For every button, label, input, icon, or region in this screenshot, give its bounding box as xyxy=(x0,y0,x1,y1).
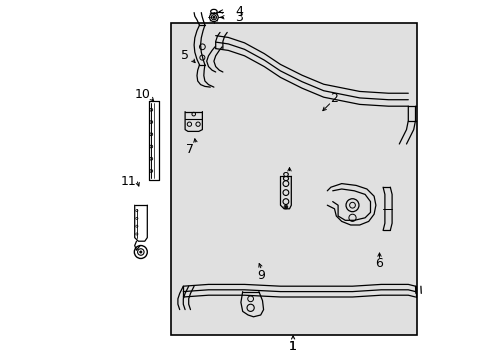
Bar xyxy=(170,23,416,335)
Text: 10: 10 xyxy=(135,88,151,101)
Text: 5: 5 xyxy=(181,49,189,62)
Text: 9: 9 xyxy=(256,269,264,282)
Text: 4: 4 xyxy=(235,5,243,18)
Circle shape xyxy=(285,206,286,208)
Text: 1: 1 xyxy=(288,340,296,353)
Circle shape xyxy=(140,251,142,253)
Text: 8: 8 xyxy=(281,171,288,184)
Circle shape xyxy=(212,16,215,18)
Text: 3: 3 xyxy=(235,11,243,24)
Text: 11: 11 xyxy=(121,175,136,188)
Text: 1: 1 xyxy=(288,340,296,353)
Text: 2: 2 xyxy=(329,93,337,105)
Text: 7: 7 xyxy=(185,143,193,156)
Text: 6: 6 xyxy=(375,257,383,270)
